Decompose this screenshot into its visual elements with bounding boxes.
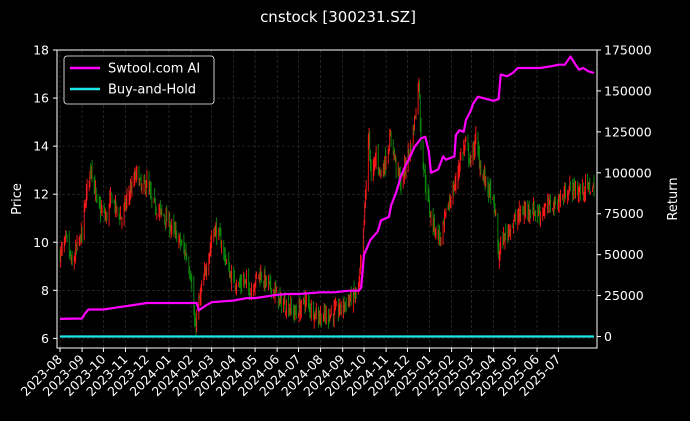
legend-label-buy-and-hold: Buy-and-Hold [108,83,196,98]
y2-tick-label: 50000 [604,247,644,262]
y-tick-label: 12 [33,187,49,202]
y-axis-label: Price [10,183,25,215]
y-tick-label: 16 [33,91,49,106]
ai-return-line [59,55,595,320]
legend-label-ai: Swtool.com AI [108,62,200,77]
y-tick-label: 14 [33,139,49,154]
y2-axis-label: Return [666,177,681,220]
plot-frame [56,49,598,349]
y-tick-label: 8 [41,283,49,298]
price-candles [59,77,595,337]
y2-tick-label: 125000 [604,124,652,139]
y-tick-label: 6 [41,331,49,346]
y2-tick-label: 100000 [604,165,652,180]
y2-tick-label: 150000 [604,83,652,98]
return-lines [59,55,595,338]
chart-title: cnstock [300231.SZ] [260,8,416,26]
y2-tick-label: 175000 [604,43,652,58]
y2-tick-label: 25000 [604,288,644,303]
legend: Swtool.com AI Buy-and-Hold [63,55,215,105]
y-tick-label: 10 [33,235,49,250]
y2-tick-label: 75000 [604,206,644,221]
y-tick-label: 18 [33,43,49,58]
legend-box [63,55,215,105]
y2-tick-label: 0 [604,329,612,344]
